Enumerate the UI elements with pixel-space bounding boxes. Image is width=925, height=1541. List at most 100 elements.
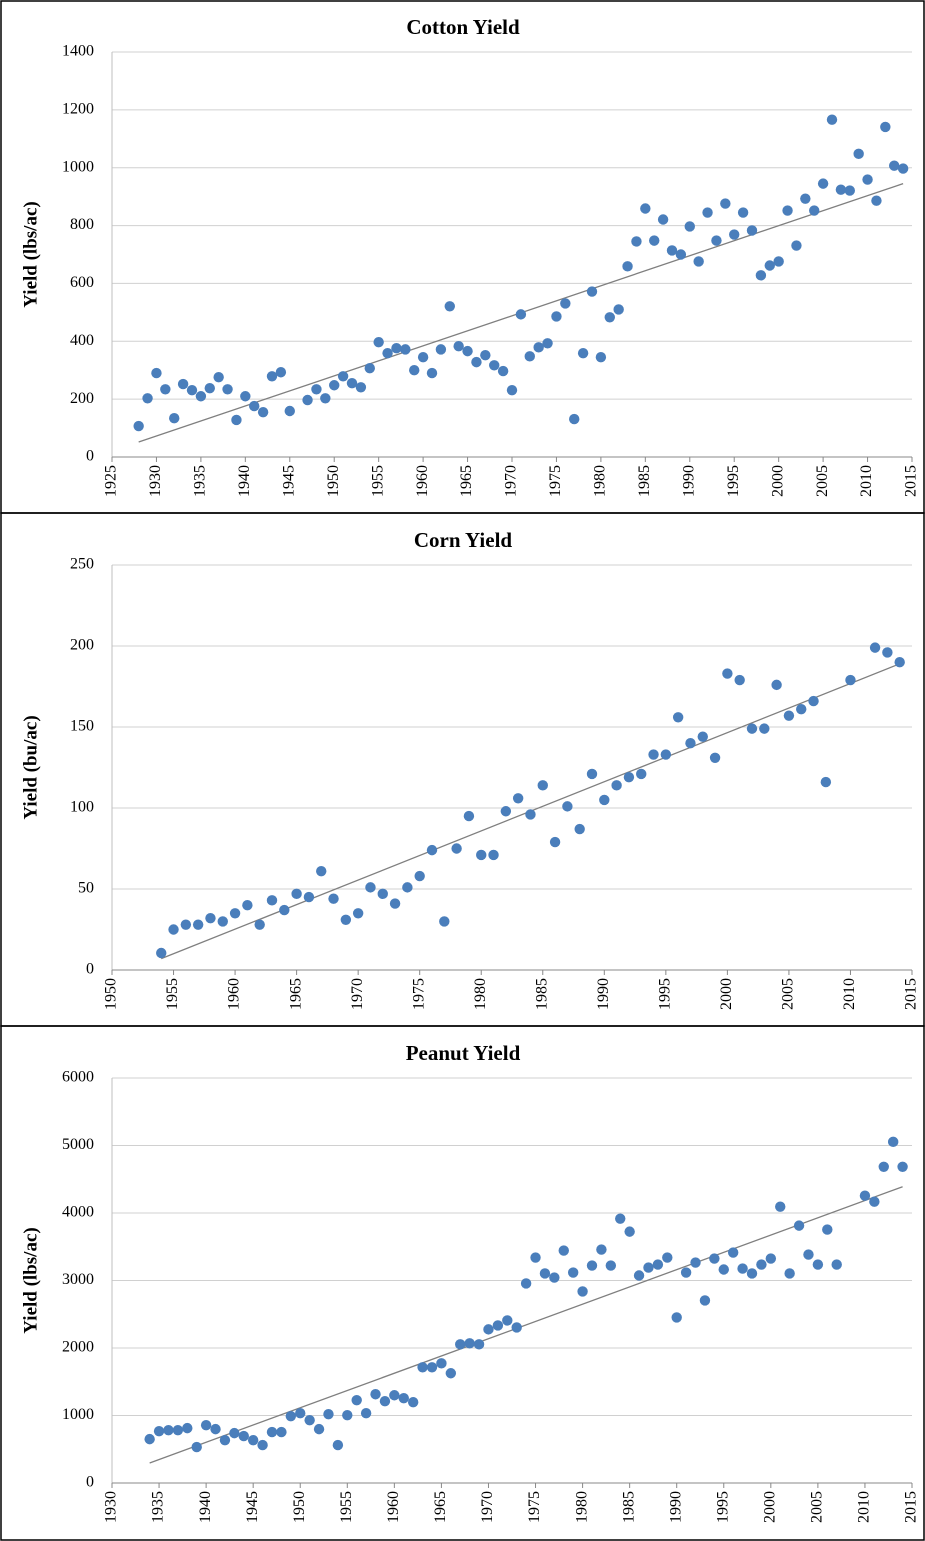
- data-point: [337, 371, 349, 382]
- data-point: [463, 810, 475, 822]
- data-point: [624, 1226, 635, 1237]
- data-point: [784, 1268, 795, 1279]
- data-point: [511, 1322, 522, 1333]
- data-point: [577, 1286, 588, 1297]
- data-point: [746, 1268, 758, 1279]
- y-tick-label: 1200: [62, 101, 94, 118]
- y-axis-label: Yield (bu/ac): [20, 715, 41, 819]
- data-point: [291, 888, 302, 900]
- data-point: [622, 261, 633, 272]
- data-point: [871, 195, 882, 206]
- data-point: [826, 114, 838, 125]
- data-point: [506, 384, 518, 396]
- data-point: [746, 225, 758, 236]
- y-tick-label: 1000: [62, 1406, 94, 1423]
- data-point: [831, 1259, 842, 1270]
- data-point: [551, 311, 562, 322]
- data-point: [633, 1270, 645, 1281]
- data-point: [897, 163, 909, 174]
- data-point: [346, 378, 358, 389]
- data-point: [182, 1422, 193, 1434]
- data-point: [599, 794, 610, 806]
- data-point: [809, 205, 820, 216]
- x-tick-label: 2010: [856, 1491, 873, 1523]
- data-point: [672, 712, 684, 723]
- x-tick-label: 1935: [192, 465, 209, 497]
- data-point: [238, 1430, 249, 1442]
- y-tick-label: 2000: [62, 1339, 94, 1356]
- data-point: [882, 647, 893, 658]
- data-point: [648, 749, 659, 760]
- x-tick-label: 1980: [573, 1491, 590, 1523]
- x-tick-label: 1990: [667, 1491, 684, 1523]
- data-point: [764, 260, 775, 271]
- data-point: [500, 806, 512, 817]
- data-point: [835, 184, 847, 195]
- data-point: [671, 1312, 682, 1323]
- y-tick-label: 200: [70, 390, 94, 407]
- y-tick-label: 0: [86, 961, 94, 978]
- data-point: [549, 836, 561, 848]
- x-tick-label: 1930: [103, 1491, 120, 1523]
- x-tick-label: 1940: [236, 465, 253, 497]
- x-tick-label: 2010: [858, 465, 875, 497]
- data-point: [229, 908, 241, 919]
- data-point: [640, 203, 651, 214]
- data-point: [351, 1394, 362, 1406]
- data-point: [302, 394, 313, 406]
- data-point: [133, 420, 144, 432]
- data-point: [822, 1224, 833, 1235]
- data-point: [562, 801, 573, 812]
- data-point: [869, 1196, 880, 1207]
- y-tick-label: 200: [70, 637, 94, 654]
- y-tick-label: 400: [70, 332, 94, 349]
- chart-title: Corn Yield: [414, 528, 513, 552]
- x-tick-label: 1955: [338, 1491, 355, 1523]
- data-point: [156, 947, 167, 959]
- data-point: [615, 1213, 626, 1224]
- data-point: [685, 738, 696, 749]
- x-tick-label: 1955: [164, 978, 181, 1010]
- data-point: [172, 1424, 184, 1436]
- data-point: [820, 776, 832, 788]
- x-tick-label: 1995: [725, 465, 742, 497]
- data-point: [229, 1427, 240, 1439]
- data-point: [515, 309, 527, 320]
- data-point: [249, 400, 260, 412]
- data-point: [520, 1278, 532, 1289]
- data-point: [398, 1393, 409, 1404]
- data-point: [869, 642, 881, 653]
- data-point: [734, 674, 745, 686]
- data-point: [320, 393, 331, 404]
- data-point: [844, 185, 855, 196]
- data-point: [417, 351, 429, 363]
- x-tick-label: 1975: [526, 1491, 543, 1523]
- data-point: [729, 229, 740, 240]
- data-point: [596, 1244, 607, 1255]
- data-point: [391, 343, 402, 354]
- y-tick-label: 1000: [62, 158, 94, 175]
- x-tick-label: 1965: [287, 978, 304, 1010]
- data-point: [275, 367, 287, 378]
- data-point: [759, 723, 770, 734]
- data-point: [727, 1247, 739, 1258]
- x-tick-label: 1985: [620, 1491, 637, 1523]
- x-tick-label: 1970: [479, 1491, 496, 1523]
- data-point: [142, 393, 153, 404]
- y-tick-label: 0: [86, 1474, 94, 1491]
- data-point: [889, 160, 900, 171]
- data-point: [389, 898, 401, 909]
- data-point: [662, 1252, 673, 1263]
- data-point: [464, 1338, 475, 1349]
- data-point: [242, 900, 253, 911]
- data-point: [191, 1441, 202, 1453]
- y-tick-label: 1400: [62, 43, 94, 60]
- y-tick-label: 100: [70, 799, 94, 816]
- data-point: [426, 844, 438, 856]
- data-point: [711, 235, 722, 246]
- data-point: [364, 362, 375, 374]
- x-tick-label: 2015: [903, 465, 920, 497]
- data-point: [812, 1259, 824, 1270]
- data-point: [217, 916, 228, 927]
- data-point: [859, 1190, 871, 1201]
